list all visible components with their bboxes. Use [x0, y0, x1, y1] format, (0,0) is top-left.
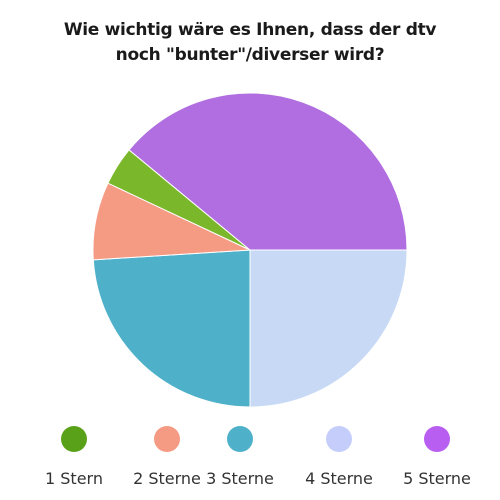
legend-item-1-stern[interactable]: 1 Stern [24, 426, 124, 488]
legend-label-2-sterne: 2 Sterne [133, 469, 201, 488]
pie-slice-5-sterne[interactable] [128, 92, 408, 251]
chart-title: Wie wichtig wäre es Ihnen, dass der dtv … [0, 18, 500, 68]
legend-item-4-sterne[interactable]: 4 Sterne [289, 426, 389, 488]
pie-slice-4-sterne[interactable] [249, 249, 408, 408]
legend-item-5-sterne[interactable]: 5 Sterne [387, 426, 487, 488]
legend-label-3-sterne: 3 Sterne [206, 469, 274, 488]
chart-title-line-1: Wie wichtig wäre es Ihnen, dass der dtv [63, 20, 437, 40]
legend-swatch-4-sterne [326, 426, 352, 452]
legend-swatch-5-sterne [424, 426, 450, 452]
legend-item-2-sterne[interactable]: 2 Sterne [117, 426, 217, 488]
legend-label-5-sterne: 5 Sterne [403, 469, 471, 488]
legend-swatch-2-sterne [154, 426, 180, 452]
legend-item-3-sterne[interactable]: 3 Sterne [190, 426, 290, 488]
legend-label-1-stern: 1 Stern [45, 469, 103, 488]
legend-swatch-3-sterne [227, 426, 253, 452]
chart-title-line-2: noch "bunter"/diverser wird? [115, 45, 385, 65]
legend-label-4-sterne: 4 Sterne [305, 469, 373, 488]
pie-slices [92, 92, 408, 408]
pie-slice-3-sterne[interactable] [92, 249, 251, 408]
legend-swatch-1-stern [61, 426, 87, 452]
